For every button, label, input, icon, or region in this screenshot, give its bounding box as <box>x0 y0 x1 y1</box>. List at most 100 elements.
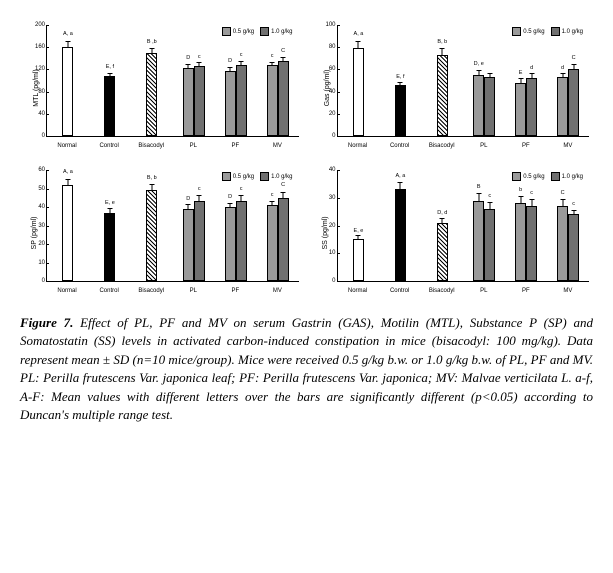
x-label: PF <box>505 141 547 155</box>
bars-row: A, aE, fB, bD, eEddC <box>338 25 590 136</box>
significance-label: E, e <box>105 200 115 206</box>
y-tick: 120 <box>25 66 45 72</box>
error-bar <box>562 199 563 207</box>
bar-group: A, a <box>47 170 89 281</box>
bar-wrap: A, a <box>62 25 73 136</box>
error-bar <box>188 204 189 209</box>
x-label: PF <box>505 286 547 300</box>
error-bar <box>531 73 532 79</box>
x-label: Normal <box>46 286 88 300</box>
bar <box>484 77 495 136</box>
bar-group: A, a <box>47 25 89 136</box>
y-tick: 60 <box>25 167 45 173</box>
error-bar <box>151 184 152 191</box>
y-tick: 30 <box>316 195 336 201</box>
bar-group: Ed <box>505 25 547 136</box>
bar-group: A, a <box>379 170 421 281</box>
x-axis: NormalControlBisacodylPLPFMV <box>46 141 299 155</box>
bars-row: E, eA, aD, dBcbcCc <box>338 170 590 281</box>
x-axis: NormalControlBisacodylPLPFMV <box>46 286 299 300</box>
significance-label: c <box>240 186 243 192</box>
figure-caption: Figure 7. Effect of PL, PF and MV on ser… <box>20 314 593 425</box>
significance-label: d <box>561 65 564 71</box>
bar-group: D, d <box>421 170 463 281</box>
error-bar <box>478 193 479 201</box>
bar-group: Dc <box>173 25 215 136</box>
significance-label: C <box>572 55 576 61</box>
y-axis: 010203040 <box>316 170 336 281</box>
bar-wrap: A, a <box>353 25 364 136</box>
error-bar <box>531 199 532 207</box>
x-label: PL <box>172 286 214 300</box>
error-bar <box>520 196 521 204</box>
bar-wrap: D <box>183 25 194 136</box>
bar-group: dC <box>547 25 589 136</box>
x-label: Normal <box>337 141 379 155</box>
error-bar <box>67 41 68 49</box>
bar: E, f <box>104 76 115 136</box>
significance-label: A, a <box>63 31 73 37</box>
y-tick: 20 <box>316 223 336 229</box>
significance-label: A, a <box>354 31 364 37</box>
y-tick: 40 <box>25 111 45 117</box>
bar: B, b <box>146 190 157 281</box>
figure-container: MTL (pg/ml)040801201602000.5 g/kg1.0 g/k… <box>20 20 593 425</box>
y-tick: 20 <box>25 241 45 247</box>
error-bar <box>442 48 443 56</box>
y-tick: 80 <box>25 89 45 95</box>
significance-label: c <box>198 186 201 192</box>
error-bar <box>151 48 152 53</box>
y-tick: 80 <box>316 44 336 50</box>
error-bar <box>241 195 242 202</box>
bar-group: Dc <box>215 25 257 136</box>
bar-wrap: E, f <box>104 25 115 136</box>
bar-wrap: c <box>484 170 495 281</box>
bar: C <box>557 206 568 281</box>
bar-group: Dc <box>215 170 257 281</box>
error-bar <box>241 61 242 66</box>
bar-wrap: c <box>526 170 537 281</box>
significance-label: c <box>572 201 575 207</box>
bar-wrap: E, f <box>395 25 406 136</box>
bar-wrap: D <box>183 170 194 281</box>
bar-group: A, a <box>338 25 380 136</box>
bar: D, e <box>473 75 484 136</box>
bar-wrap: d <box>557 25 568 136</box>
x-label: Bisacodyl <box>130 141 172 155</box>
bar: E, e <box>104 213 115 281</box>
bar-wrap: b <box>515 170 526 281</box>
significance-label: A, a <box>395 173 405 179</box>
significance-label: D, d <box>437 210 447 216</box>
y-tick: 100 <box>316 22 336 28</box>
y-axis: 020406080100 <box>316 25 336 136</box>
significance-label: B, b <box>147 175 157 181</box>
bar-group: E, e <box>89 170 131 281</box>
x-label: Bisacodyl <box>130 286 172 300</box>
y-tick: 40 <box>25 204 45 210</box>
bar-group: B, b <box>421 25 463 136</box>
bar: c <box>267 65 278 136</box>
x-label: Control <box>88 141 130 155</box>
y-tick: 0 <box>316 133 336 139</box>
bar-group: D, e <box>463 25 505 136</box>
error-bar <box>230 67 231 72</box>
bar: c <box>484 209 495 281</box>
chart-2: SP (pg/ml)01020304050600.5 g/kg1.0 g/kgA… <box>20 165 303 300</box>
bar: C <box>278 198 289 281</box>
bar: C <box>278 61 289 136</box>
x-label: PL <box>463 286 505 300</box>
y-tick: 60 <box>316 66 336 72</box>
bar: B <box>473 201 484 281</box>
bar-wrap: E, e <box>104 170 115 281</box>
bar-group: bc <box>505 170 547 281</box>
significance-label: E <box>519 70 523 76</box>
significance-label: B, b <box>437 39 447 45</box>
plot-area: 0102030400.5 g/kg1.0 g/kgE, eA, aD, dBcb… <box>337 170 590 282</box>
bar: C <box>568 69 579 136</box>
error-bar <box>400 182 401 190</box>
bar-group: B ,b <box>131 25 173 136</box>
significance-label: c <box>271 53 274 59</box>
error-bar <box>489 73 490 78</box>
error-bar <box>283 192 284 199</box>
error-bar <box>109 73 110 77</box>
